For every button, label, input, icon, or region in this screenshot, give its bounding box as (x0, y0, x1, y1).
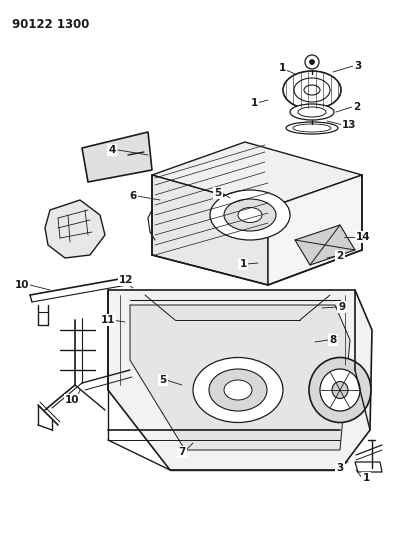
Text: 1: 1 (362, 473, 370, 483)
Text: 90122 1300: 90122 1300 (12, 18, 89, 31)
Ellipse shape (309, 358, 371, 423)
Ellipse shape (224, 380, 252, 400)
Text: 14: 14 (356, 232, 370, 242)
Text: 13: 13 (342, 120, 356, 130)
Ellipse shape (193, 358, 283, 423)
Polygon shape (108, 290, 372, 470)
Polygon shape (45, 200, 105, 258)
Text: 12: 12 (119, 275, 133, 285)
Polygon shape (355, 462, 382, 472)
Text: 7: 7 (178, 447, 186, 457)
Text: 9: 9 (338, 302, 346, 312)
Text: 1: 1 (250, 98, 258, 108)
Polygon shape (130, 305, 350, 450)
Text: 4: 4 (108, 145, 116, 155)
Text: 3: 3 (354, 61, 362, 71)
Text: 1: 1 (240, 259, 247, 269)
Text: 3: 3 (336, 463, 344, 473)
Polygon shape (268, 175, 362, 285)
Text: 2: 2 (353, 102, 361, 112)
Ellipse shape (286, 122, 338, 134)
Polygon shape (152, 175, 268, 285)
Text: 11: 11 (101, 315, 115, 325)
Text: 10: 10 (65, 395, 79, 405)
Text: 5: 5 (214, 188, 221, 198)
Ellipse shape (238, 207, 262, 222)
Text: 2: 2 (336, 251, 344, 261)
Text: 1: 1 (279, 63, 286, 73)
Ellipse shape (332, 382, 348, 399)
Ellipse shape (320, 369, 360, 411)
Text: 5: 5 (160, 375, 167, 385)
Text: 8: 8 (329, 335, 336, 345)
Text: 6: 6 (129, 191, 137, 201)
Ellipse shape (290, 104, 334, 120)
Ellipse shape (224, 199, 276, 231)
Polygon shape (82, 132, 152, 182)
Ellipse shape (210, 190, 290, 240)
Polygon shape (152, 142, 362, 208)
Polygon shape (295, 225, 355, 265)
Circle shape (310, 60, 314, 64)
Text: 10: 10 (15, 280, 29, 290)
Ellipse shape (209, 369, 267, 411)
